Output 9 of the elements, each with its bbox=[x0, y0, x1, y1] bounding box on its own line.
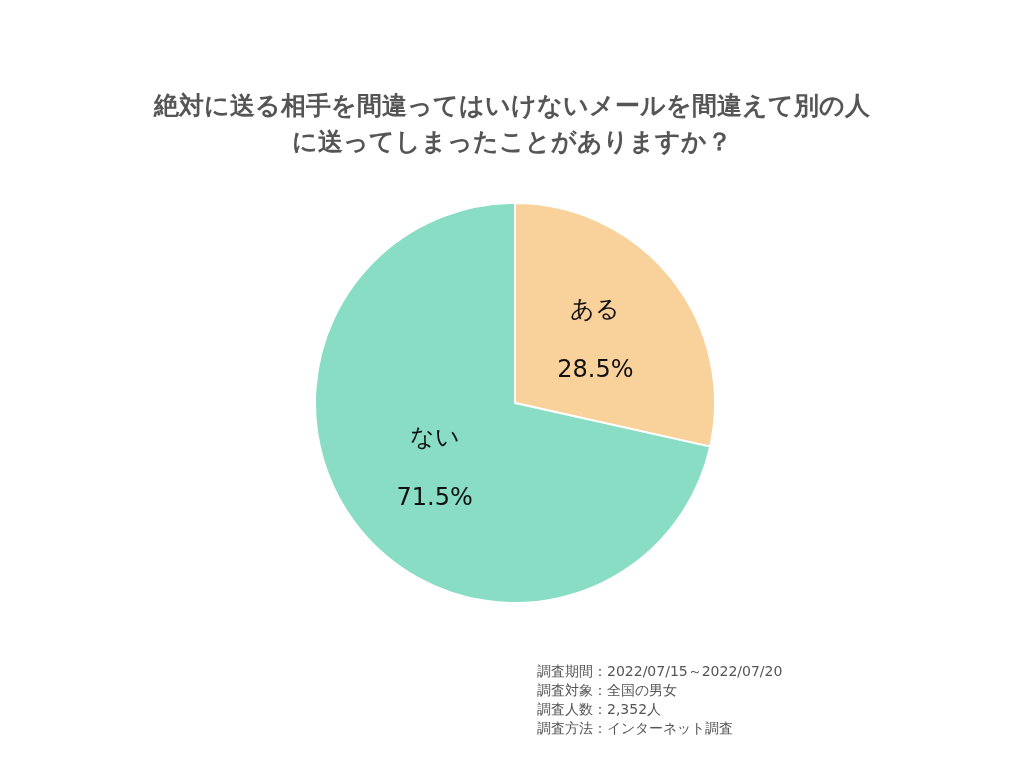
text: 調査方法：インターネット調査 bbox=[537, 720, 733, 736]
data-label: 71.5% bbox=[396, 483, 473, 512]
slice-label: ある bbox=[570, 294, 621, 323]
text: 調査人数：2,352人 bbox=[537, 701, 662, 717]
text: 調査対象：全国の男女 bbox=[537, 682, 677, 698]
slice-label: ない bbox=[409, 423, 460, 452]
data-label: 28.5% bbox=[557, 354, 634, 383]
text: 調査期間：2022/07/15～2022/07/20 bbox=[537, 663, 783, 679]
chart-title: 絶対に送る相手を間違ってはいけないメールを間違えて別の人に送ってしまったことがありますか？ bbox=[153, 90, 871, 156]
